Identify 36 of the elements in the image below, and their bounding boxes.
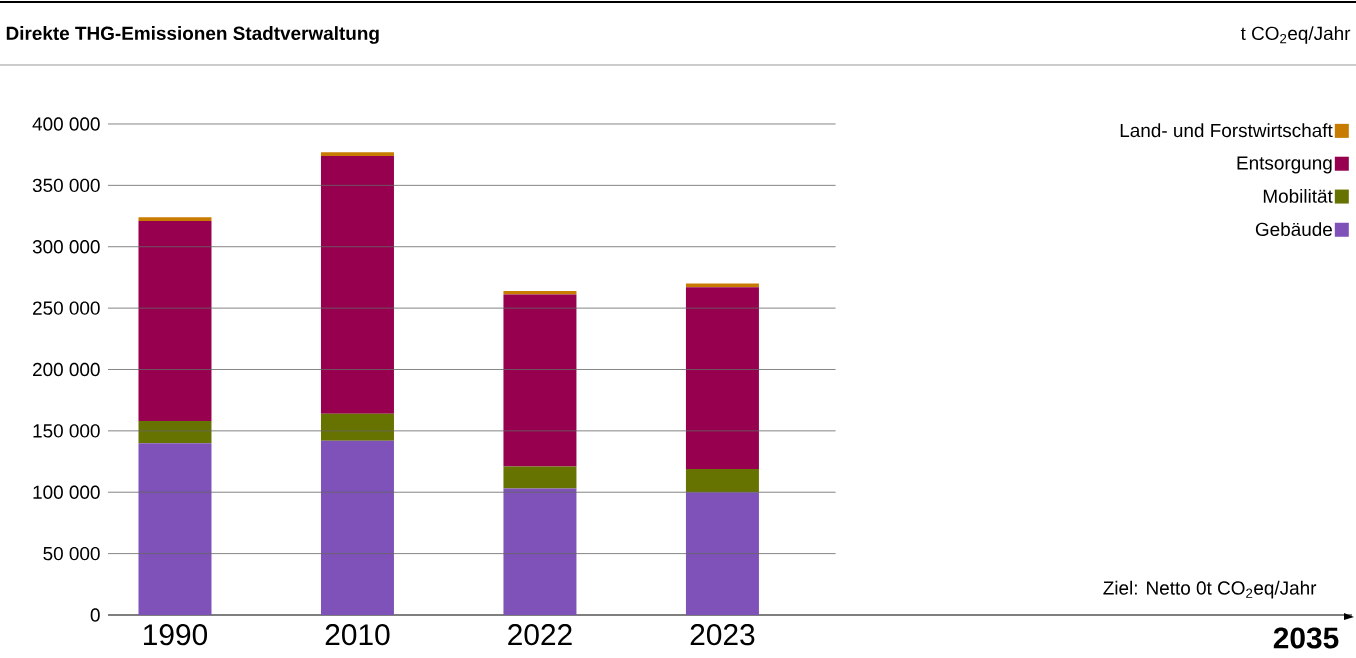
- legend-label: Entsorgung: [1237, 156, 1332, 174]
- y-tick-label: 350 000: [32, 178, 100, 193]
- y-tick-label: 100 000: [33, 485, 100, 499]
- bar: [685, 287, 759, 469]
- bar: [138, 421, 212, 444]
- x-tick-label: 2010: [325, 624, 390, 646]
- bar: [320, 413, 394, 441]
- x-tick-label: 2022: [508, 624, 572, 646]
- bar: [320, 152, 394, 156]
- y-tick-label: 50 000: [43, 546, 100, 561]
- bar: [320, 440, 394, 615]
- bar: [503, 488, 577, 615]
- bar: [138, 217, 212, 221]
- y-tick-label: 150 000: [33, 424, 100, 438]
- legend-label: Mobilität: [1263, 188, 1333, 203]
- y-tick-label: 0: [90, 608, 100, 622]
- text: Ziel: Netto 0t CO$_{2}$eq/Jahr: [1103, 580, 1317, 599]
- bar: [320, 155, 394, 414]
- text: 2035: [1273, 627, 1339, 649]
- bar: [138, 220, 212, 422]
- legend-label: Land- und Forstwirtschaft: [1120, 123, 1333, 138]
- legend-label: Gebäude: [1255, 222, 1332, 237]
- y-tick-label: 200 000: [33, 362, 100, 377]
- bar: [503, 466, 577, 489]
- x-tick-label: 1990: [144, 624, 208, 646]
- bar: [685, 468, 759, 493]
- bar: [685, 492, 759, 615]
- y-tick-label: 400 000: [32, 117, 100, 131]
- y-tick-label: 250 000: [33, 301, 100, 315]
- text: t CO$_{2}$eq/Jahr: [1240, 26, 1351, 44]
- x-tick-label: 2023: [690, 624, 755, 646]
- bar: [503, 294, 577, 467]
- bar: [503, 290, 577, 295]
- bar: [138, 443, 212, 615]
- chart-title: Direkte THG-Emissionen Stadtverwaltung: [6, 26, 379, 44]
- y-tick-label: 300 000: [32, 240, 100, 254]
